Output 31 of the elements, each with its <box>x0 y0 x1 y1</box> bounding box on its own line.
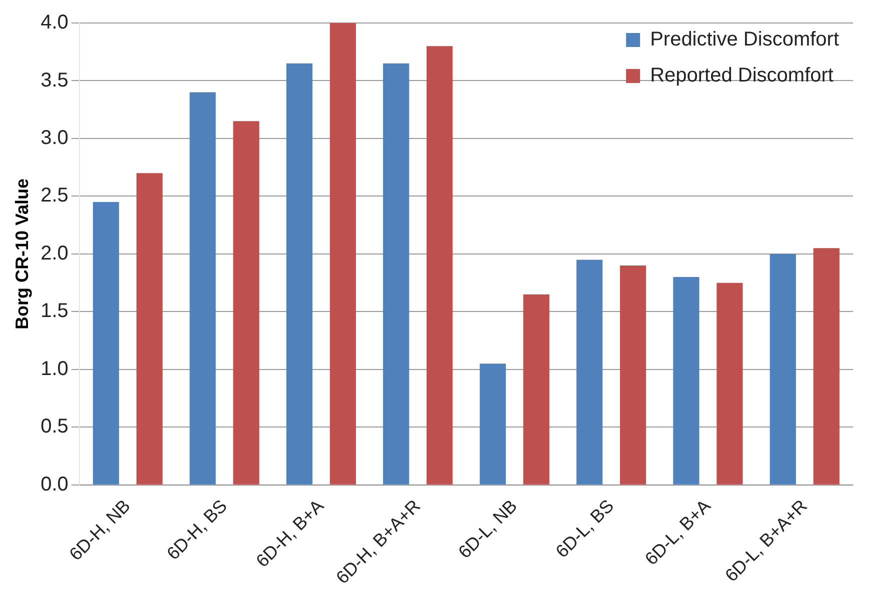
y-tick-label: 2.0 <box>40 242 68 264</box>
legend-label: Predictive Discomfort <box>650 28 840 51</box>
y-tick-label: 0.5 <box>40 416 68 438</box>
bar <box>92 202 120 484</box>
x-tick-label: 6D-L, NB <box>454 496 521 562</box>
y-axis-title: Borg CR-10 Value <box>12 178 32 330</box>
bar <box>673 277 700 484</box>
legend-label: Reported Discomfort <box>650 64 834 87</box>
bar <box>426 46 453 484</box>
bar <box>813 248 840 484</box>
bar <box>233 121 260 484</box>
bar <box>136 173 163 484</box>
bar <box>330 23 356 484</box>
x-tick-label: 6D-L, BS <box>552 496 618 562</box>
x-tick-label: 6D-L, B+A <box>641 496 714 569</box>
bar <box>716 282 743 484</box>
y-tick-label: 2.5 <box>40 184 68 207</box>
bar <box>190 92 216 484</box>
y-tick-label: 3.0 <box>40 126 68 149</box>
y-tick-label: 4.0 <box>40 12 68 34</box>
bar <box>576 260 603 484</box>
bar <box>286 63 312 484</box>
y-tick-label: 1.5 <box>40 300 68 322</box>
y-tick-label: 3.5 <box>40 69 68 92</box>
bar <box>770 254 796 484</box>
bar <box>383 63 410 484</box>
y-tick-label: 0.0 <box>40 473 68 496</box>
bar <box>480 364 506 484</box>
bar <box>523 294 550 484</box>
bar <box>620 266 646 484</box>
y-tick-label: 1.0 <box>40 358 68 380</box>
